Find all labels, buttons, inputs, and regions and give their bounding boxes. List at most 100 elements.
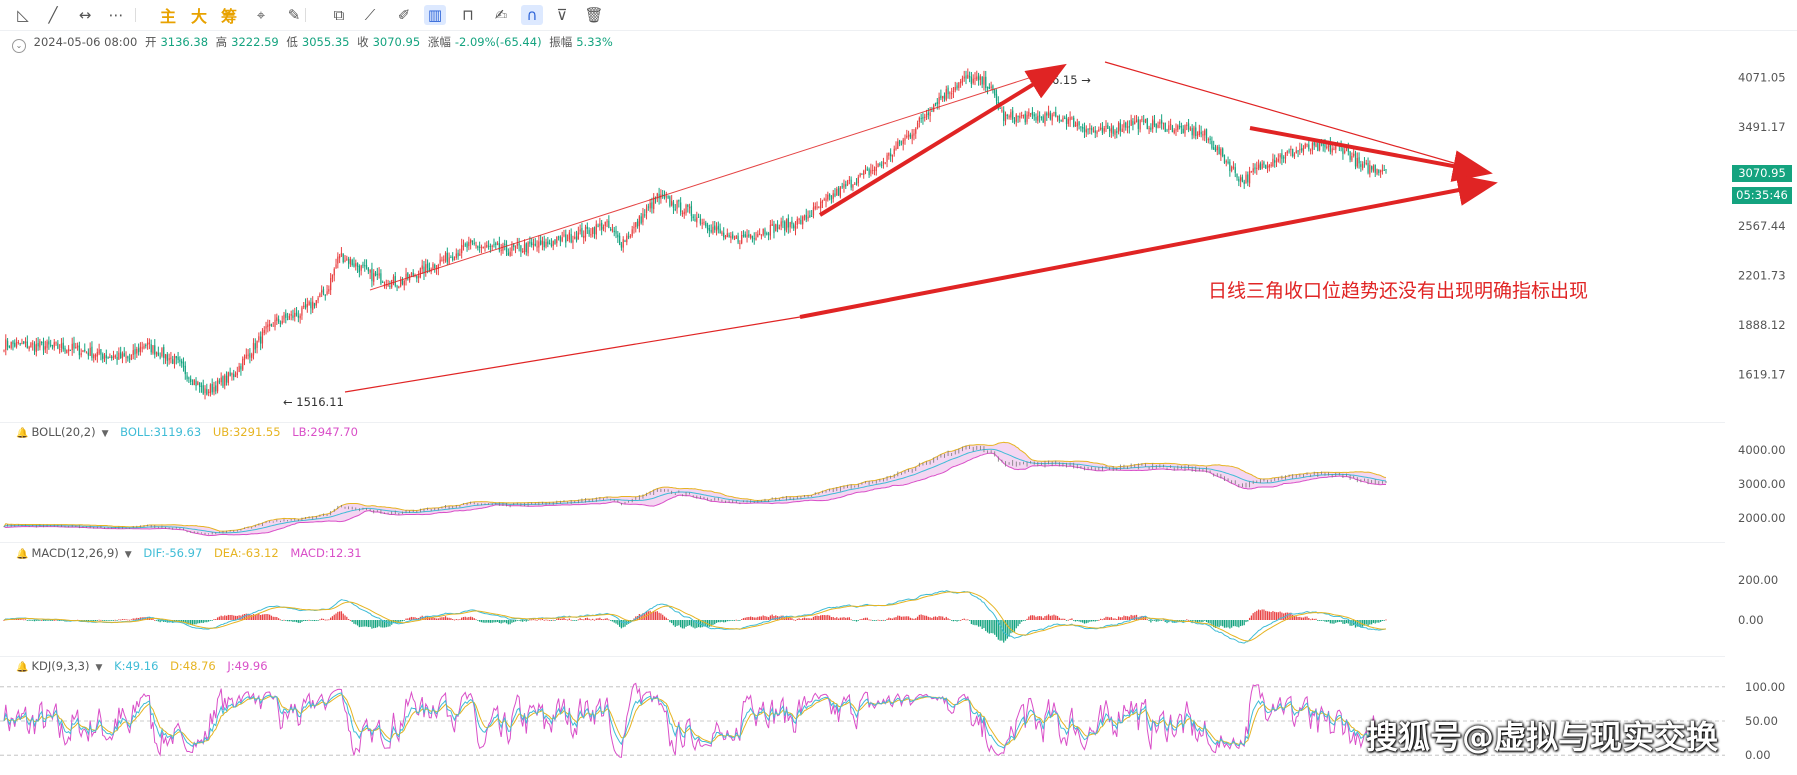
macd-hist-bar bbox=[367, 620, 369, 628]
candle-style-icon[interactable]: ▥ bbox=[424, 5, 446, 25]
candle-body bbox=[534, 243, 536, 246]
candle-body bbox=[846, 181, 849, 186]
note-icon[interactable]: ✍ bbox=[494, 6, 508, 24]
macd-hist-bar bbox=[272, 616, 274, 620]
more-tools-icon[interactable]: ⋯ bbox=[108, 6, 124, 24]
candle-body bbox=[1010, 112, 1012, 118]
macd-hist-bar bbox=[245, 613, 247, 620]
macd-hist-bar bbox=[383, 620, 386, 628]
macd-hist-bar bbox=[157, 620, 159, 622]
filter-icon[interactable]: ⊽ bbox=[556, 6, 568, 24]
candle-body bbox=[940, 95, 942, 99]
candle-body bbox=[1374, 164, 1376, 173]
macd-hist-bar bbox=[999, 620, 1001, 641]
macd-hist-bar bbox=[84, 620, 86, 621]
macd-hist-bar bbox=[87, 620, 89, 622]
macd-hist-bar bbox=[482, 620, 484, 623]
brush-tool-icon[interactable]: ✎ bbox=[287, 6, 301, 24]
candle-body bbox=[218, 381, 221, 383]
macd-hist-bar bbox=[800, 619, 802, 620]
candle-body bbox=[697, 216, 700, 218]
macd-hist-bar bbox=[1365, 620, 1367, 625]
macd-hist-bar bbox=[681, 620, 684, 629]
candle-body bbox=[295, 312, 298, 316]
lock-icon[interactable]: ⊓ bbox=[462, 6, 474, 24]
ray-tool-icon[interactable]: ◺ bbox=[17, 6, 29, 24]
macd-hist-bar bbox=[254, 614, 256, 620]
candle-body bbox=[1367, 163, 1369, 173]
candle-body bbox=[1003, 110, 1005, 121]
candle-body bbox=[358, 266, 360, 273]
bell-icon[interactable]: 🔔 bbox=[16, 662, 29, 673]
trash-icon[interactable]: 🗑 bbox=[584, 6, 604, 24]
macd-hist-bar bbox=[410, 616, 413, 620]
macd-hist-bar bbox=[181, 620, 183, 622]
candle-body bbox=[1295, 150, 1297, 154]
macd-hist-bar bbox=[974, 620, 976, 626]
macd-hist-bar bbox=[243, 614, 246, 620]
candle-body bbox=[733, 238, 736, 240]
macd-hist-bar bbox=[1044, 616, 1046, 620]
candle-body bbox=[1137, 119, 1139, 129]
candle-body bbox=[367, 267, 369, 272]
dropdown-arrow-icon[interactable]: ▼ bbox=[95, 663, 103, 673]
bell-icon[interactable]: 🔔 bbox=[16, 428, 29, 439]
candle-body bbox=[263, 329, 265, 333]
macd-hist-bar bbox=[1275, 612, 1278, 620]
candle-body bbox=[297, 315, 299, 318]
macd-hist-bar bbox=[755, 617, 757, 620]
macd-hist-bar bbox=[51, 620, 54, 621]
candle-body bbox=[1347, 147, 1349, 152]
candle-body bbox=[699, 218, 702, 224]
macd-hist-bar bbox=[1060, 618, 1062, 620]
candle-body bbox=[312, 301, 314, 310]
copy-icon[interactable]: ⧉ bbox=[333, 6, 345, 24]
ohlc-change: -2.09%(-65.44) bbox=[454, 35, 542, 49]
candle-body bbox=[662, 194, 664, 197]
trendline-tool-icon[interactable]: ╱ bbox=[48, 6, 58, 24]
chip-distribution-toggle[interactable]: 筹 bbox=[220, 7, 237, 26]
kdj-j-line bbox=[3, 682, 1387, 758]
ruler-icon[interactable]: ⟋ bbox=[364, 6, 376, 24]
macd-hist-bar bbox=[1038, 616, 1041, 620]
bell-icon[interactable]: 🔔 bbox=[16, 549, 29, 560]
candle-body bbox=[590, 234, 592, 236]
candle-body bbox=[64, 347, 66, 352]
macd-hist-bar bbox=[545, 619, 547, 621]
macd-hist-bar bbox=[1001, 620, 1003, 641]
macd-hist-bar bbox=[1112, 618, 1114, 620]
candle-body bbox=[249, 353, 251, 358]
macd-hist-bar bbox=[561, 618, 563, 620]
macd-hist-bar bbox=[358, 620, 360, 628]
dropdown-arrow-icon[interactable]: ▼ bbox=[124, 550, 132, 560]
macd-hist-bar bbox=[218, 616, 221, 620]
horizontal-line-tool-icon[interactable]: ↔ bbox=[78, 6, 92, 24]
macd-hist-bar bbox=[758, 616, 761, 620]
candle-body bbox=[365, 265, 368, 268]
macd-hist-bar bbox=[1085, 620, 1087, 624]
large-order-toggle[interactable]: 大 bbox=[190, 7, 207, 26]
macd-hist-bar bbox=[224, 615, 226, 620]
dropdown-arrow-icon[interactable]: ▼ bbox=[101, 429, 109, 439]
candle-body bbox=[1331, 148, 1333, 153]
macd-hist-bar bbox=[750, 616, 752, 620]
crosshair-tool-icon[interactable]: ⌖ bbox=[256, 6, 266, 24]
main-chip-toggle[interactable]: 主 bbox=[159, 7, 176, 26]
macd-hist-bar bbox=[1193, 620, 1195, 621]
candle-body bbox=[554, 239, 556, 245]
macd-hist-bar bbox=[1196, 620, 1199, 623]
macd-hist-bar bbox=[1277, 612, 1279, 620]
candle-body bbox=[674, 208, 676, 210]
candle-body bbox=[1013, 120, 1016, 123]
macd-hist-bar bbox=[1191, 620, 1193, 622]
candle-body bbox=[794, 226, 797, 230]
candle-body bbox=[441, 259, 443, 261]
collapse-chevron-icon[interactable]: ⌄ bbox=[12, 39, 26, 53]
magnet-icon[interactable]: ∩ bbox=[521, 5, 543, 25]
macd-hist-bar bbox=[130, 619, 133, 621]
macd-hist-bar bbox=[346, 616, 348, 620]
pen-icon[interactable]: ✐ bbox=[397, 6, 411, 24]
macd-hist-bar bbox=[633, 618, 635, 620]
macd-hist-bar bbox=[931, 617, 933, 620]
